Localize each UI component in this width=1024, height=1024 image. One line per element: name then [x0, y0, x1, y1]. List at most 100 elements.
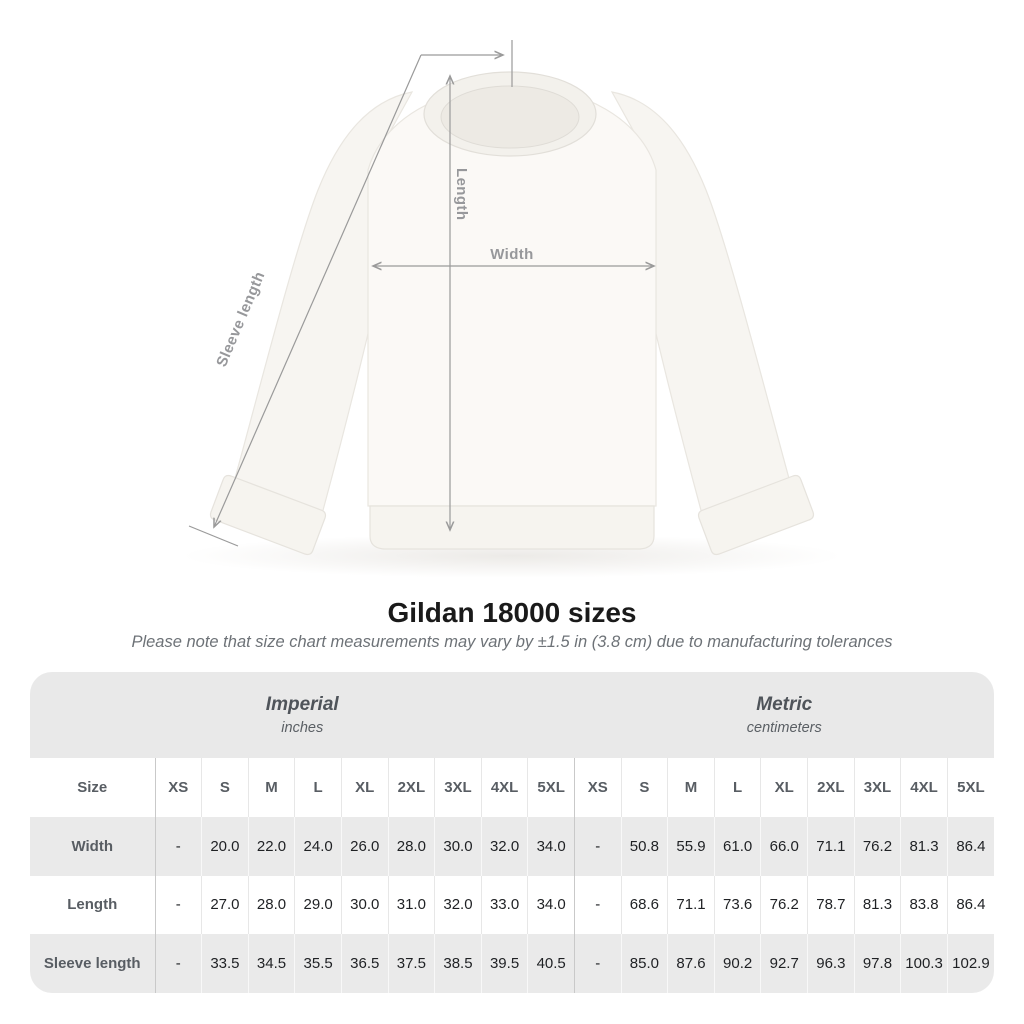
- cell: -: [573, 817, 622, 876]
- cell: 86.4: [946, 817, 994, 876]
- table-row-width: Width - 20.0 22.0 24.0 26.0 28.0 30.0 32…: [30, 817, 994, 876]
- cell: -: [154, 934, 202, 993]
- cell: 68.6: [620, 875, 668, 935]
- sleeve-length-label: Sleeve length: [213, 269, 268, 369]
- cell: 102.9: [946, 934, 994, 993]
- tolerance-note: Please note that size chart measurements…: [131, 633, 893, 651]
- col-header: XS: [573, 758, 622, 817]
- col-header: 4XL: [480, 758, 528, 817]
- cell: 30.0: [340, 875, 389, 935]
- size-table: Imperial inches Metric centimeters Size …: [30, 672, 994, 993]
- cell: 26.0: [340, 817, 389, 876]
- col-header: S: [620, 758, 668, 817]
- cell: 24.0: [294, 817, 342, 876]
- cell: 34.5: [247, 934, 295, 993]
- imperial-unit: inches: [281, 720, 324, 736]
- cell: 30.0: [434, 817, 482, 876]
- cell: 37.5: [387, 934, 435, 993]
- cell: 36.5: [340, 934, 389, 993]
- cell: 71.1: [807, 817, 855, 876]
- row-label: Width: [30, 817, 155, 876]
- col-header: L: [713, 758, 761, 817]
- sweatshirt-illustration: Length Width Sleeve length: [182, 40, 842, 578]
- cell: 61.0: [713, 817, 761, 876]
- row-label: Length: [30, 875, 155, 935]
- cell: 40.5: [527, 934, 575, 993]
- cell: -: [573, 875, 622, 935]
- cell: 29.0: [294, 875, 342, 935]
- row-label: Sleeve length: [30, 934, 155, 993]
- cell: 35.5: [294, 934, 342, 993]
- cell: 28.0: [387, 817, 435, 876]
- cell: 38.5: [434, 934, 482, 993]
- cell: 87.6: [667, 934, 715, 993]
- cell: -: [573, 934, 622, 993]
- size-header-cell: Size: [30, 758, 155, 817]
- col-header: S: [201, 758, 249, 817]
- cell: 86.4: [946, 875, 994, 935]
- col-header: 2XL: [387, 758, 435, 817]
- metric-unit: centimeters: [746, 720, 822, 736]
- cell: 34.0: [527, 817, 575, 876]
- cell: 85.0: [620, 934, 668, 993]
- col-header: XS: [154, 758, 202, 817]
- cell: 96.3: [807, 934, 855, 993]
- cell: 50.8: [620, 817, 668, 876]
- right-cuff: [697, 474, 815, 556]
- metric-band: Metric centimeters: [574, 672, 994, 758]
- cell: 20.0: [201, 817, 249, 876]
- cell: 78.7: [807, 875, 855, 935]
- size-header-row: Size XS S M L XL 2XL 3XL 4XL 5XL XS S M …: [30, 758, 994, 817]
- cell: 55.9: [667, 817, 715, 876]
- cell: 81.3: [900, 817, 948, 876]
- table-row-length: Length - 27.0 28.0 29.0 30.0 31.0 32.0 3…: [30, 875, 994, 935]
- cell: 76.2: [853, 817, 901, 876]
- size-chart-card: Imperial inches Metric centimeters Size …: [30, 672, 994, 993]
- unit-band-row: Imperial inches Metric centimeters: [30, 672, 994, 758]
- cell: 22.0: [247, 817, 295, 876]
- cell: 83.8: [900, 875, 948, 935]
- col-header: M: [667, 758, 715, 817]
- waistband: [369, 505, 655, 550]
- cell: 71.1: [667, 875, 715, 935]
- cell: 100.3: [900, 934, 948, 993]
- cell: 81.3: [853, 875, 901, 935]
- cell: -: [154, 817, 202, 876]
- cell: 66.0: [760, 817, 808, 876]
- cell: 92.7: [760, 934, 808, 993]
- col-header: 3XL: [853, 758, 901, 817]
- cell: 27.0: [201, 875, 249, 935]
- col-header: 2XL: [807, 758, 855, 817]
- col-header: XL: [760, 758, 808, 817]
- cell: 33.5: [201, 934, 249, 993]
- left-cuff: [209, 474, 327, 556]
- garment-shadow: [182, 534, 842, 578]
- page-title: Gildan 18000 sizes: [387, 597, 637, 628]
- table-row-sleeve-length: Sleeve length - 33.5 34.5 35.5 36.5 37.5…: [30, 934, 994, 993]
- sleeve-arrow-diagonal: [214, 54, 422, 527]
- col-header: 4XL: [900, 758, 948, 817]
- sweatshirt-diagram: Length Width Sleeve length: [182, 40, 842, 578]
- imperial-band: Imperial inches: [30, 672, 575, 758]
- cell: 73.6: [713, 875, 761, 935]
- cell: 32.0: [480, 817, 528, 876]
- metric-label: Metric: [756, 694, 813, 715]
- cell: 76.2: [760, 875, 808, 935]
- col-header: 3XL: [434, 758, 482, 817]
- cell: 34.0: [527, 875, 575, 935]
- col-header: M: [247, 758, 295, 817]
- cell: 32.0: [434, 875, 482, 935]
- col-header: 5XL: [946, 758, 994, 817]
- col-header: XL: [340, 758, 389, 817]
- imperial-label: Imperial: [265, 694, 339, 715]
- col-header: L: [294, 758, 342, 817]
- cell: 97.8: [853, 934, 901, 993]
- width-label: Width: [490, 246, 534, 263]
- collar-inner: [440, 85, 580, 149]
- col-header: 5XL: [527, 758, 575, 817]
- cell: 31.0: [387, 875, 435, 935]
- cell: 33.0: [480, 875, 528, 935]
- cell: 39.5: [480, 934, 528, 993]
- cell: -: [154, 875, 202, 935]
